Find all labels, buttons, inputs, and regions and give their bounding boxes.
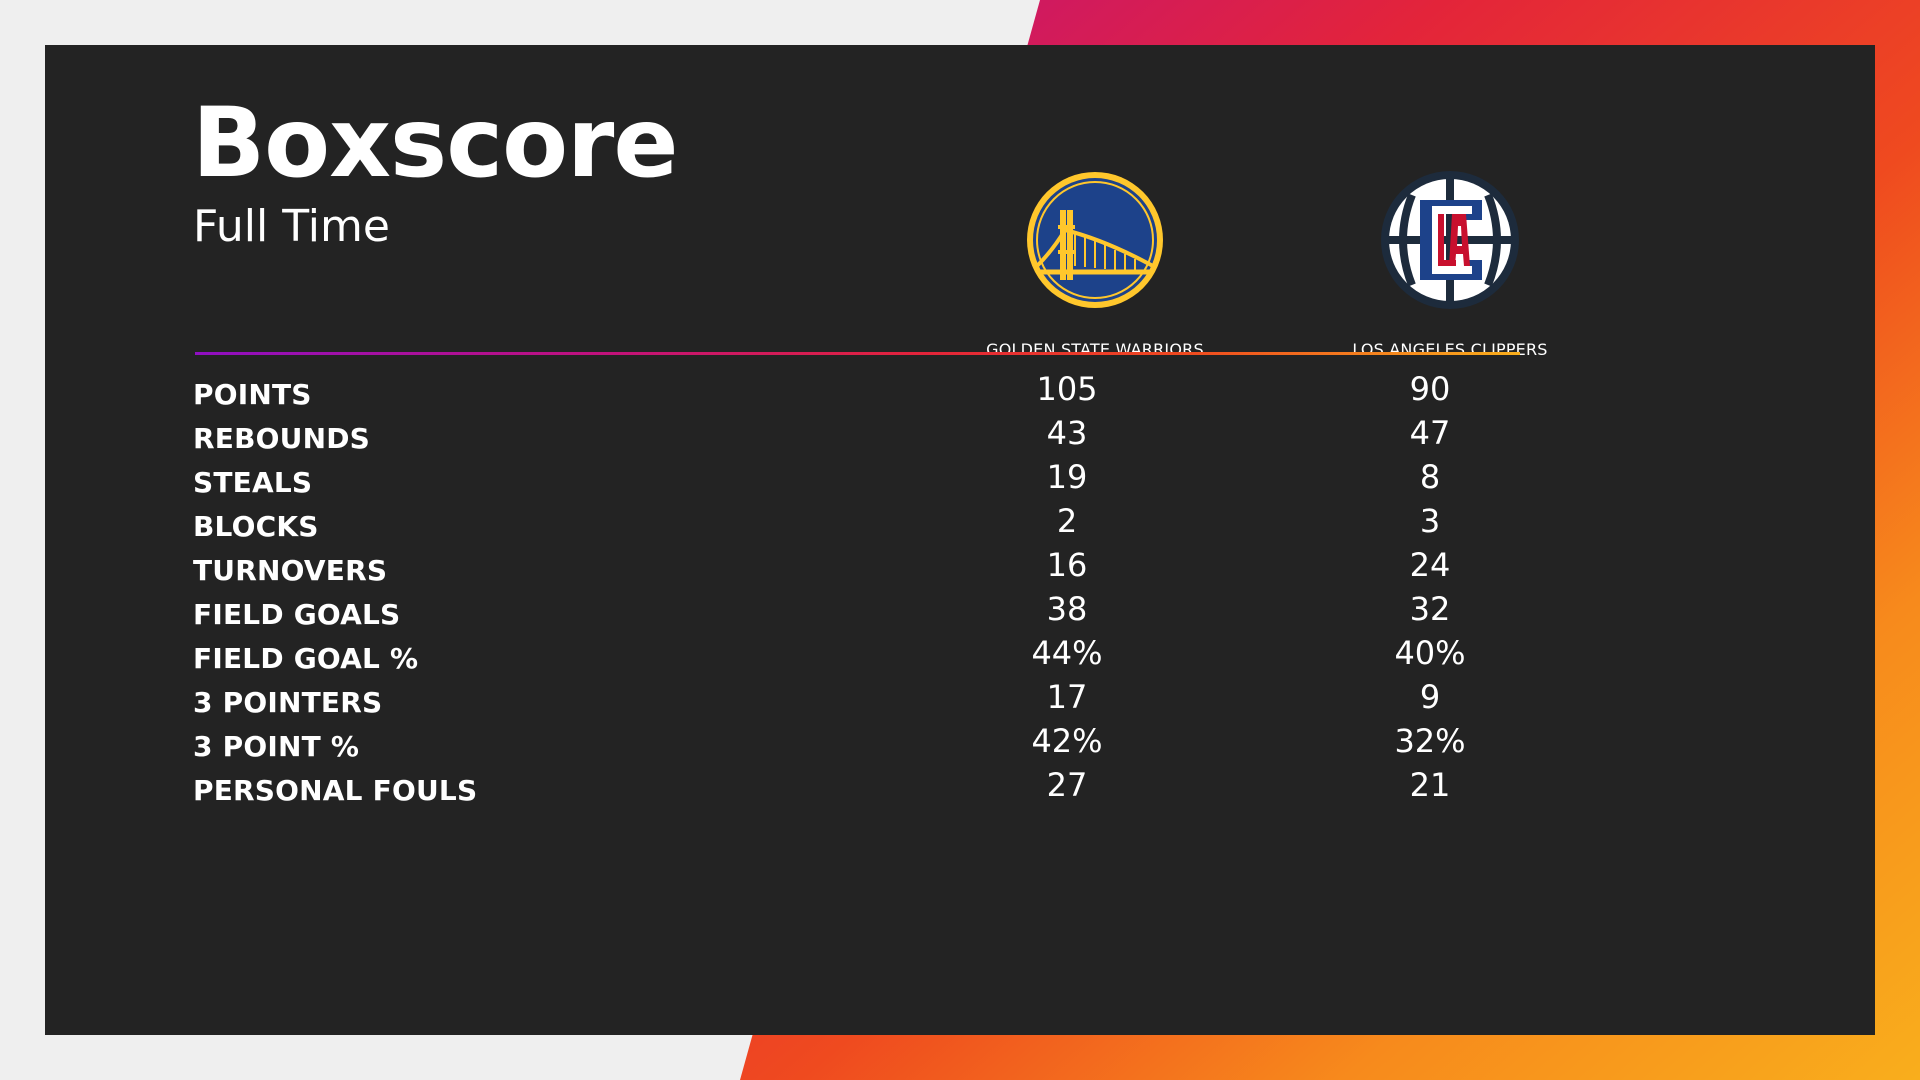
stat-value-home: 27 bbox=[1046, 766, 1088, 804]
stat-value-home: 38 bbox=[1046, 590, 1088, 628]
team-los-angeles-clippers: LOS ANGELES CLIPPERS bbox=[1320, 170, 1580, 359]
stat-label: REBOUNDS bbox=[193, 422, 371, 455]
stat-value-away: 40% bbox=[1394, 634, 1466, 672]
stat-value-away: 9 bbox=[1419, 678, 1441, 716]
stat-label: 3 POINT % bbox=[193, 730, 360, 763]
stat-label: POINTS bbox=[193, 378, 312, 411]
stat-row-field-goals: FIELD GOALS 38 32 bbox=[193, 588, 1533, 632]
stat-row-blocks: BLOCKS 2 3 bbox=[193, 500, 1533, 544]
stat-value-away: 24 bbox=[1409, 546, 1451, 584]
stat-label: TURNOVERS bbox=[193, 554, 388, 587]
page-title: Boxscore bbox=[192, 87, 678, 199]
stat-row-personal-fouls: PERSONAL FOULS 27 21 bbox=[193, 764, 1533, 808]
stat-value-home: 19 bbox=[1046, 458, 1088, 496]
stat-value-home: 16 bbox=[1046, 546, 1088, 584]
stat-label: PERSONAL FOULS bbox=[193, 774, 478, 807]
stat-value-away: 21 bbox=[1409, 766, 1451, 804]
stat-row-turnovers: TURNOVERS 16 24 bbox=[193, 544, 1533, 588]
stat-value-away: 32 bbox=[1409, 590, 1451, 628]
stat-row-points: POINTS 105 90 bbox=[193, 368, 1533, 412]
stat-label: 3 POINTERS bbox=[193, 686, 383, 719]
stat-value-home: 2 bbox=[1056, 502, 1078, 540]
header-divider bbox=[195, 352, 1520, 355]
stat-label: STEALS bbox=[193, 466, 313, 499]
stat-label: BLOCKS bbox=[193, 510, 319, 543]
stat-row-3-pointers: 3 POINTERS 17 9 bbox=[193, 676, 1533, 720]
stat-value-home: 105 bbox=[1036, 370, 1098, 408]
stats-table: POINTS 105 90 REBOUNDS 43 47 STEALS 19 8… bbox=[193, 368, 1533, 808]
golden-state-warriors-logo-icon bbox=[1027, 172, 1163, 308]
stat-value-home: 43 bbox=[1046, 414, 1088, 452]
stat-row-rebounds: REBOUNDS 43 47 bbox=[193, 412, 1533, 456]
stat-value-home: 17 bbox=[1046, 678, 1088, 716]
stat-label: FIELD GOALS bbox=[193, 598, 401, 631]
team-name-home: GOLDEN STATE WARRIORS bbox=[986, 340, 1204, 359]
team-golden-state-warriors: GOLDEN STATE WARRIORS bbox=[965, 170, 1225, 359]
team-name-away: LOS ANGELES CLIPPERS bbox=[1352, 340, 1548, 359]
stat-value-away: 8 bbox=[1419, 458, 1441, 496]
stat-row-3-point-pct: 3 POINT % 42% 32% bbox=[193, 720, 1533, 764]
los-angeles-clippers-logo-icon bbox=[1381, 171, 1519, 309]
scoreboard-panel bbox=[45, 45, 1875, 1035]
game-status: Full Time bbox=[193, 201, 390, 252]
stat-value-away: 47 bbox=[1409, 414, 1451, 452]
stat-label: FIELD GOAL % bbox=[193, 642, 419, 675]
stat-value-home: 44% bbox=[1031, 634, 1103, 672]
stat-value-away: 90 bbox=[1409, 370, 1451, 408]
stat-row-steals: STEALS 19 8 bbox=[193, 456, 1533, 500]
stat-value-away: 32% bbox=[1394, 722, 1466, 760]
stat-row-field-goal-pct: FIELD GOAL % 44% 40% bbox=[193, 632, 1533, 676]
stat-value-away: 3 bbox=[1419, 502, 1441, 540]
stat-value-home: 42% bbox=[1031, 722, 1103, 760]
